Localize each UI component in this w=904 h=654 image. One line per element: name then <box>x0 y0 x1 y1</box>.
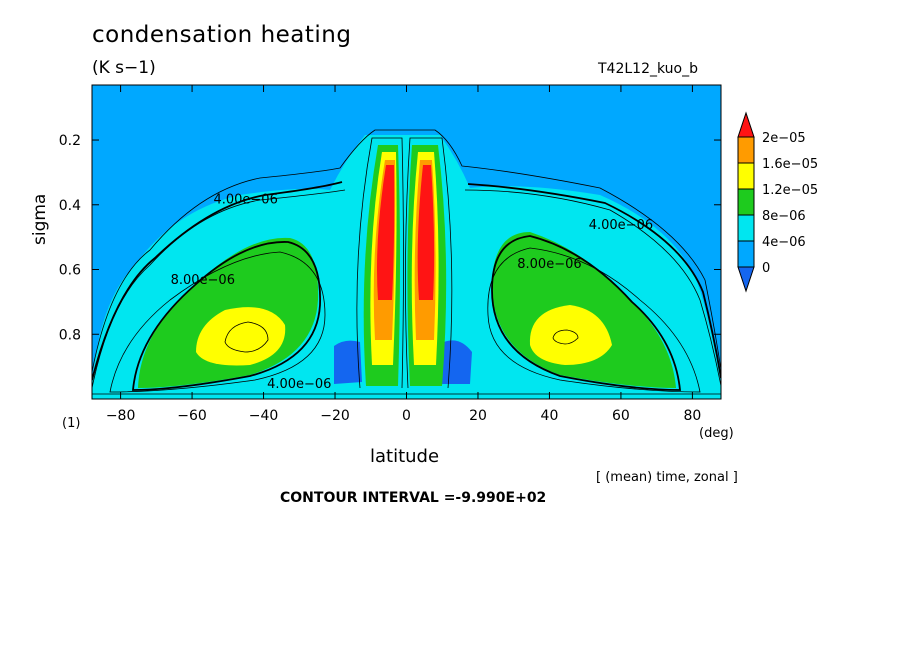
x-tick-label: 0 <box>402 408 411 424</box>
colorbar-swatch <box>737 240 755 268</box>
contour-lines-major <box>92 181 721 391</box>
colorbar-label: 0 <box>762 261 770 276</box>
x-axis: −80 −60 −40 −20 0 20 40 60 80 <box>106 85 701 424</box>
colorbar-label: 4e−06 <box>762 235 806 250</box>
colorbar-label: 1.2e−05 <box>762 183 818 198</box>
contour-interval-note: CONTOUR INTERVAL =-9.990E+02 <box>280 490 547 506</box>
contour-label: 4.00e−06 <box>589 218 653 233</box>
frame-label: (1) <box>62 416 81 431</box>
x-axis-unit: (deg) <box>699 426 734 441</box>
band-1.2e-05-north <box>529 305 612 365</box>
x-tick-label: 20 <box>469 408 487 424</box>
x-tick-label: −60 <box>177 408 207 424</box>
colorbar-swatch <box>737 162 755 190</box>
colorbar-swatch <box>737 214 755 242</box>
band-above-2e-05-north <box>417 165 435 300</box>
band-above-2e-05-south <box>377 165 395 300</box>
y-tick-label: 0.2 <box>59 133 81 149</box>
chart-title: condensation heating <box>92 22 352 48</box>
contour-label: 4.00e−06 <box>267 377 331 392</box>
x-tick-label: 80 <box>683 408 701 424</box>
y-tick-label: 0.4 <box>59 198 81 214</box>
colorbar-label: 1.6e−05 <box>762 157 818 172</box>
contour-label: 8.00e−06 <box>171 273 235 288</box>
averaging-note: [ (mean) time, zonal ] <box>596 470 738 485</box>
x-tick-label: −80 <box>106 408 136 424</box>
x-tick-label: 40 <box>541 408 559 424</box>
contour-label: 8.00e−06 <box>517 257 581 272</box>
colorbar: 2e−05 1.6e−05 1.2e−05 8e−06 4e−06 0 <box>737 111 818 293</box>
band-1.2e-05-south <box>196 307 286 366</box>
x-tick-label: −40 <box>249 408 279 424</box>
y-tick-label: 0.6 <box>59 263 81 279</box>
contour-label: 4.00e−06 <box>213 192 277 207</box>
colorbar-label: 8e−06 <box>762 209 806 224</box>
y-tick-label: 0.8 <box>59 327 81 343</box>
x-axis-label: latitude <box>370 446 440 467</box>
colorbar-max-arrow <box>737 111 755 138</box>
colorbar-swatch <box>737 136 755 164</box>
x-tick-label: 60 <box>612 408 630 424</box>
colorbar-swatch <box>737 188 755 216</box>
colorbar-label: 2e−05 <box>762 131 806 146</box>
contour-fill-layer <box>92 85 721 399</box>
colorbar-min-arrow <box>737 266 755 293</box>
y-axis: 0.2 0.4 0.6 0.8 <box>59 133 721 343</box>
contour-labels: 4.00e−06 8.00e−06 4.00e−06 8.00e−06 4.00e−06 <box>171 192 654 392</box>
run-id-label: T42L12_kuo_b <box>598 61 698 77</box>
chart-units: (K s−1) <box>92 58 156 78</box>
x-tick-label: −20 <box>320 408 350 424</box>
